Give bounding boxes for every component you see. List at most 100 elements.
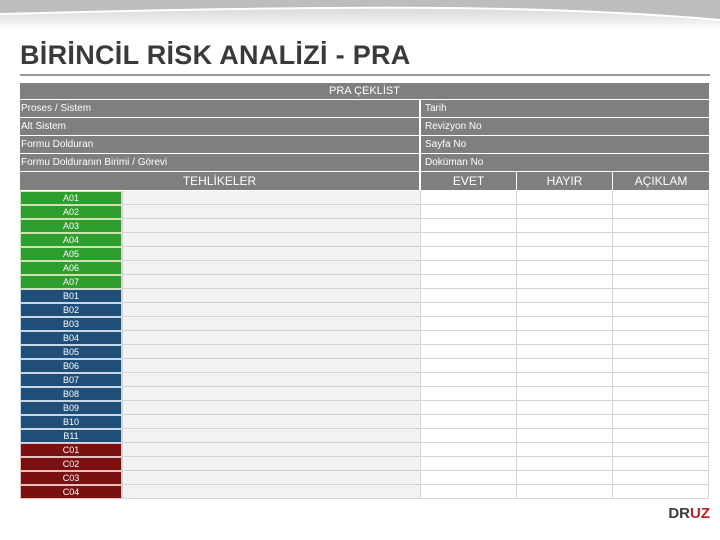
explanation-cell[interactable] xyxy=(613,247,709,261)
yes-cell[interactable] xyxy=(421,303,517,317)
yes-cell[interactable] xyxy=(421,457,517,471)
explanation-cell[interactable] xyxy=(613,401,709,415)
yes-cell[interactable] xyxy=(421,205,517,219)
yes-cell[interactable] xyxy=(421,219,517,233)
no-cell[interactable] xyxy=(517,331,613,345)
explanation-cell[interactable] xyxy=(613,261,709,275)
no-cell[interactable] xyxy=(517,191,613,205)
hazard-description-cell[interactable] xyxy=(122,345,421,359)
explanation-cell[interactable] xyxy=(613,205,709,219)
hazard-description-cell[interactable] xyxy=(122,471,421,485)
no-cell[interactable] xyxy=(517,345,613,359)
explanation-cell[interactable] xyxy=(613,303,709,317)
explanation-cell[interactable] xyxy=(613,429,709,443)
explanation-cell[interactable] xyxy=(613,471,709,485)
hazard-description-cell[interactable] xyxy=(122,275,421,289)
no-cell[interactable] xyxy=(517,373,613,387)
explanation-cell[interactable] xyxy=(613,289,709,303)
no-cell[interactable] xyxy=(517,387,613,401)
explanation-cell[interactable] xyxy=(613,345,709,359)
hazard-description-cell[interactable] xyxy=(122,485,421,499)
hazard-description-cell[interactable] xyxy=(122,205,421,219)
yes-cell[interactable] xyxy=(421,233,517,247)
hazard-description-cell[interactable] xyxy=(122,303,421,317)
hazard-description-cell[interactable] xyxy=(122,457,421,471)
explanation-cell[interactable] xyxy=(613,443,709,457)
hazard-description-cell[interactable] xyxy=(122,429,421,443)
hazard-description-cell[interactable] xyxy=(122,401,421,415)
no-cell[interactable] xyxy=(517,289,613,303)
yes-cell[interactable] xyxy=(421,359,517,373)
yes-cell[interactable] xyxy=(421,443,517,457)
yes-cell[interactable] xyxy=(421,387,517,401)
no-cell[interactable] xyxy=(517,415,613,429)
hazard-description-cell[interactable] xyxy=(122,289,421,303)
hazard-description-cell[interactable] xyxy=(122,359,421,373)
explanation-cell[interactable] xyxy=(613,485,709,499)
hazard-description-cell[interactable] xyxy=(122,331,421,345)
hazard-description-cell[interactable] xyxy=(122,191,421,205)
hazard-description-cell[interactable] xyxy=(122,317,421,331)
hazard-description-cell[interactable] xyxy=(122,415,421,429)
no-cell[interactable] xyxy=(517,401,613,415)
info-label-department[interactable]: Formu Dolduranın Birimi / Görevi xyxy=(20,154,421,171)
explanation-cell[interactable] xyxy=(613,331,709,345)
explanation-cell[interactable] xyxy=(613,387,709,401)
info-label-document-no[interactable]: Doküman No xyxy=(421,154,709,171)
no-cell[interactable] xyxy=(517,485,613,499)
hazard-description-cell[interactable] xyxy=(122,261,421,275)
hazard-code: B01 xyxy=(20,289,122,303)
explanation-cell[interactable] xyxy=(613,317,709,331)
yes-cell[interactable] xyxy=(421,485,517,499)
yes-cell[interactable] xyxy=(421,429,517,443)
hazard-description-cell[interactable] xyxy=(122,373,421,387)
no-cell[interactable] xyxy=(517,261,613,275)
yes-cell[interactable] xyxy=(421,247,517,261)
yes-cell[interactable] xyxy=(421,261,517,275)
yes-cell[interactable] xyxy=(421,275,517,289)
hazard-description-cell[interactable] xyxy=(122,247,421,261)
yes-cell[interactable] xyxy=(421,289,517,303)
yes-cell[interactable] xyxy=(421,415,517,429)
no-cell[interactable] xyxy=(517,471,613,485)
hazard-description-cell[interactable] xyxy=(122,387,421,401)
explanation-cell[interactable] xyxy=(613,275,709,289)
yes-cell[interactable] xyxy=(421,331,517,345)
hazard-description-cell[interactable] xyxy=(122,219,421,233)
no-cell[interactable] xyxy=(517,275,613,289)
explanation-cell[interactable] xyxy=(613,233,709,247)
no-cell[interactable] xyxy=(517,247,613,261)
no-cell[interactable] xyxy=(517,219,613,233)
info-label-filled-by[interactable]: Formu Dolduran xyxy=(20,136,421,153)
info-label-revision[interactable]: Revizyon No xyxy=(421,118,709,135)
yes-cell[interactable] xyxy=(421,345,517,359)
explanation-cell[interactable] xyxy=(613,219,709,233)
yes-cell[interactable] xyxy=(421,191,517,205)
hazard-description-cell[interactable] xyxy=(122,233,421,247)
info-label-page-no[interactable]: Sayfa No xyxy=(421,136,709,153)
no-cell[interactable] xyxy=(517,457,613,471)
hazard-description-cell[interactable] xyxy=(122,443,421,457)
yes-cell[interactable] xyxy=(421,373,517,387)
no-cell[interactable] xyxy=(517,303,613,317)
no-cell[interactable] xyxy=(517,359,613,373)
hazard-code: A07 xyxy=(20,275,122,289)
hazard-code: B08 xyxy=(20,387,122,401)
explanation-cell[interactable] xyxy=(613,457,709,471)
hazard-rows: A01 A02 A03 A04 A05 A06 A07 B01 B02 B03 B04 B05 B06 B… xyxy=(20,191,709,499)
explanation-cell[interactable] xyxy=(613,373,709,387)
no-cell[interactable] xyxy=(517,233,613,247)
explanation-cell[interactable] xyxy=(613,359,709,373)
info-label-date[interactable]: Tarih xyxy=(421,100,709,117)
yes-cell[interactable] xyxy=(421,317,517,331)
no-cell[interactable] xyxy=(517,205,613,219)
yes-cell[interactable] xyxy=(421,471,517,485)
info-label-subsystem[interactable]: Alt Sistem xyxy=(20,118,421,135)
yes-cell[interactable] xyxy=(421,401,517,415)
no-cell[interactable] xyxy=(517,317,613,331)
info-label-process[interactable]: Proses / Sistem xyxy=(20,100,421,117)
no-cell[interactable] xyxy=(517,429,613,443)
no-cell[interactable] xyxy=(517,443,613,457)
explanation-cell[interactable] xyxy=(613,191,709,205)
explanation-cell[interactable] xyxy=(613,415,709,429)
